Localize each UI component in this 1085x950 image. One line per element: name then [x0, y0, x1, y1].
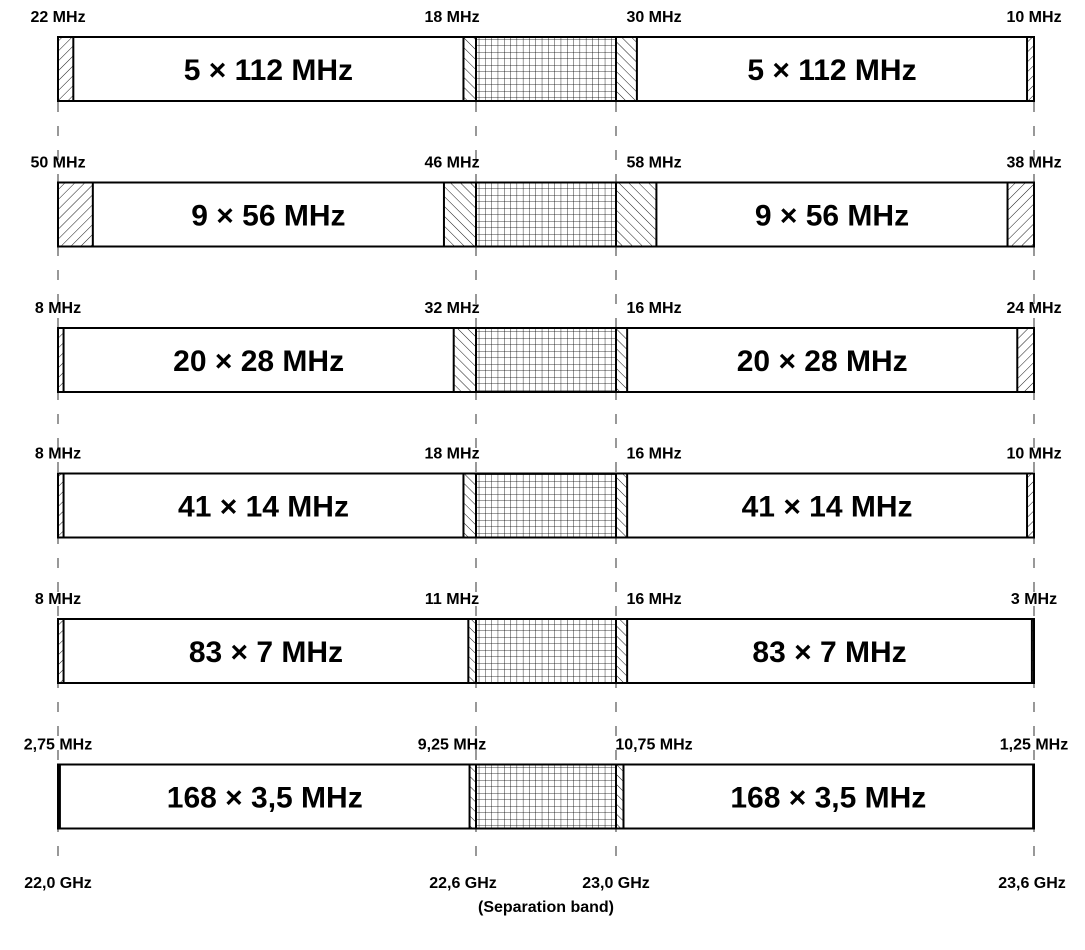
axis-tick-start: 22,0 GHz	[24, 875, 92, 892]
guard-band	[615, 472, 629, 539]
frequency-axis: 22,0 GHz 22,6 GHz 23,0 GHz 23,6 GHz (Sep…	[24, 875, 1066, 916]
guard-band	[615, 763, 625, 830]
separation-band-label: (Separation band)	[478, 899, 614, 916]
guard-label: 8 MHz	[35, 591, 81, 608]
channel-row: 50 MHz 46 MHz 58 MHz 38 MHz 9 × 56 MHz 9 × 56…	[30, 155, 1062, 248]
guard-band	[1030, 618, 1036, 684]
lower-channel-label: 20 × 28 MHz	[173, 345, 344, 378]
guard-label: 24 MHz	[1006, 300, 1061, 317]
guard-band	[615, 618, 629, 684]
guard-label: 16 MHz	[626, 446, 681, 463]
lower-channel-label: 168 × 3,5 MHz	[167, 782, 363, 815]
lower-channel-label: 83 × 7 MHz	[189, 636, 343, 669]
guard-label: 10 MHz	[1006, 9, 1061, 26]
guard-band	[57, 472, 65, 539]
guard-label: 18 MHz	[424, 446, 479, 463]
channel-row: 8 MHz 32 MHz 16 MHz 24 MHz 20 × 28 MHz 20 × 2…	[35, 300, 1062, 393]
guard-band	[452, 327, 477, 393]
guard-label: 10,75 MHz	[615, 737, 692, 754]
separation-band	[475, 327, 617, 393]
guard-band	[615, 181, 658, 248]
guard-band	[468, 763, 478, 830]
upper-subband	[615, 36, 1035, 102]
separation-band	[475, 763, 617, 830]
guard-label: 58 MHz	[626, 155, 681, 172]
lower-channel-label: 5 × 112 MHz	[184, 54, 353, 87]
guard-band	[1026, 36, 1035, 102]
guard-label: 18 MHz	[424, 9, 479, 26]
guard-band	[1016, 327, 1036, 393]
guard-label: 16 MHz	[626, 591, 681, 608]
separation-band	[475, 618, 617, 684]
guard-label: 9,25 MHz	[418, 737, 486, 754]
guard-band	[462, 472, 477, 539]
guard-label: 46 MHz	[424, 155, 479, 172]
separation-band	[475, 181, 617, 248]
guard-band	[1032, 763, 1035, 830]
guard-label: 3 MHz	[1011, 591, 1057, 608]
axis-tick-separation-high: 23,0 GHz	[582, 875, 650, 892]
guard-label: 1,25 MHz	[1000, 737, 1068, 754]
guard-label: 50 MHz	[30, 155, 85, 172]
guard-label: 32 MHz	[424, 300, 479, 317]
separation-band	[475, 36, 617, 102]
guard-band	[467, 618, 478, 684]
guard-band	[442, 181, 478, 248]
guard-band	[57, 763, 61, 830]
upper-channel-label: 20 × 28 MHz	[737, 345, 908, 378]
lower-channel-label: 9 × 56 MHz	[191, 200, 345, 233]
guard-band	[1026, 472, 1035, 539]
channel-row: 2,75 MHz 9,25 MHz 10,75 MHz 1,25 MHz 168 × 3…	[24, 737, 1068, 830]
separation-band	[475, 472, 617, 539]
guard-band	[1006, 181, 1036, 248]
upper-subband	[615, 618, 1035, 684]
guard-band	[57, 618, 65, 684]
guard-label: 2,75 MHz	[24, 737, 92, 754]
guard-label: 10 MHz	[1006, 446, 1061, 463]
guard-label: 16 MHz	[626, 300, 681, 317]
guard-band	[57, 36, 75, 102]
guard-label: 11 MHz	[425, 591, 479, 608]
upper-subband	[615, 763, 1035, 830]
guard-band	[615, 36, 638, 102]
guard-label: 22 MHz	[30, 9, 85, 26]
guard-band	[57, 327, 65, 393]
upper-channel-label: 41 × 14 MHz	[742, 491, 913, 524]
guard-label: 30 MHz	[626, 9, 681, 26]
axis-tick-separation-low: 22,6 GHz	[429, 875, 497, 892]
upper-channel-label: 83 × 7 MHz	[752, 636, 906, 669]
lower-subband	[57, 618, 477, 684]
lower-channel-label: 41 × 14 MHz	[178, 491, 349, 524]
channel-row: 8 MHz 11 MHz 16 MHz 3 MHz 83 × 7 MHz 83 × 7 M…	[35, 591, 1057, 684]
lower-subband	[57, 763, 477, 830]
guard-label: 38 MHz	[1006, 155, 1061, 172]
channel-row: 8 MHz 18 MHz 16 MHz 10 MHz 41 × 14 MHz 41 × 1…	[35, 446, 1062, 539]
guard-band	[615, 327, 629, 393]
upper-channel-label: 168 × 3,5 MHz	[730, 782, 926, 815]
guard-label: 8 MHz	[35, 300, 81, 317]
axis-tick-end: 23,6 GHz	[998, 875, 1066, 892]
channel-row: 22 MHz 18 MHz 30 MHz 10 MHz 5 × 112 MHz 5 × 1…	[30, 9, 1062, 102]
upper-channel-label: 9 × 56 MHz	[755, 200, 909, 233]
guard-label: 8 MHz	[35, 446, 81, 463]
guard-band	[57, 181, 94, 248]
upper-channel-label: 5 × 112 MHz	[747, 54, 916, 87]
channel-rows: 22 MHz 18 MHz 30 MHz 10 MHz 5 × 112 MHz 5 × 1…	[24, 9, 1068, 830]
guard-band	[462, 36, 477, 102]
lower-subband	[57, 36, 477, 102]
